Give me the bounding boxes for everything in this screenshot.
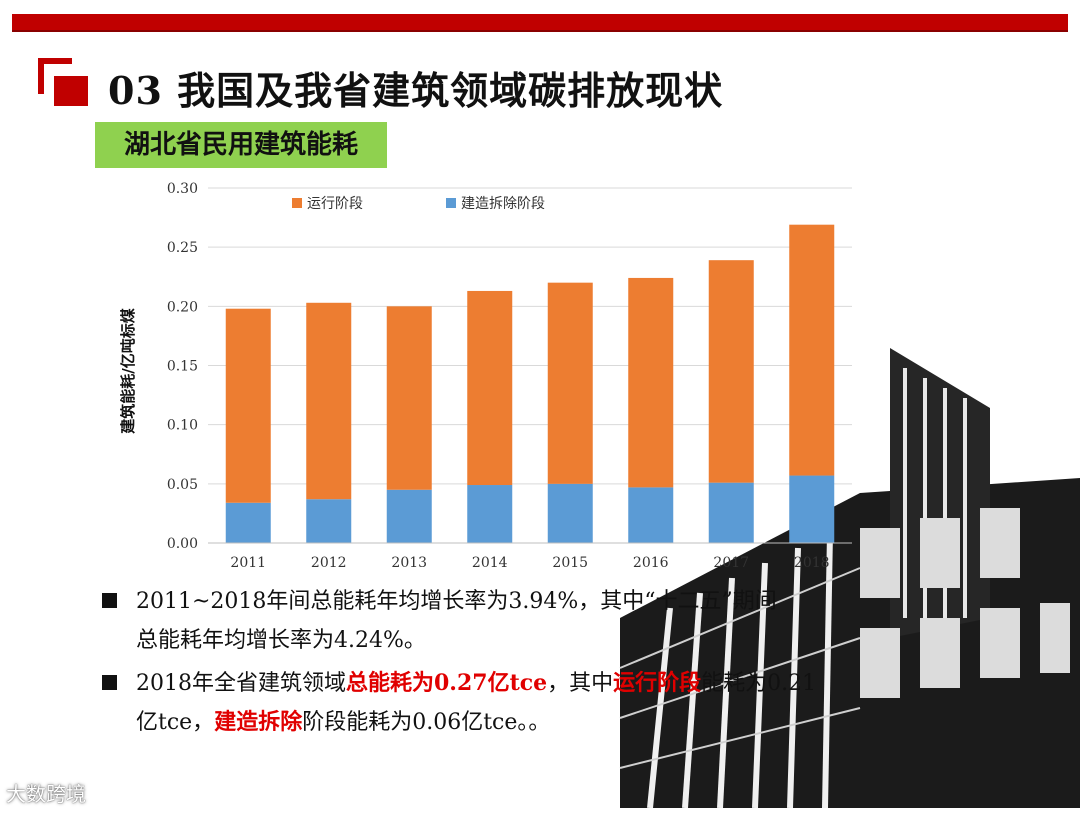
y-tick-label: 0.15	[167, 359, 198, 375]
text-fragment: 能耗为0.21	[701, 671, 817, 696]
bar-operation-2018	[789, 224, 835, 476]
legend-label-construction: 建造拆除阶段	[461, 196, 545, 212]
y-axis-label: 建筑能耗/亿吨标煤	[119, 308, 137, 433]
building-photo	[619, 348, 1080, 808]
x-tick-label: 2014	[472, 555, 508, 571]
bullet-square-icon	[102, 593, 117, 608]
legend-swatch-operation	[292, 198, 302, 208]
bullet-text-line: 总能耗年均增长率为4.24%。	[136, 628, 426, 653]
bar-operation-2011	[225, 308, 271, 503]
bar-construction-2011	[225, 502, 271, 543]
bar-construction-2017	[708, 482, 754, 543]
y-tick-label: 0.25	[167, 240, 198, 256]
watermark-text: 大数跨境	[6, 782, 86, 806]
bar-construction-2018	[789, 475, 835, 543]
section-subtitle: 湖北省民用建筑能耗	[95, 122, 387, 168]
page-title: 03 我国及我省建筑领域碳排放现状	[108, 68, 724, 113]
bullet-text-line: 亿tce，建造拆除阶段能耗为0.06亿tce。。	[136, 703, 900, 742]
bullet-text-line: 2011~2018年间总能耗年均增长率为3.94%，其中“十二五”期间	[136, 589, 777, 614]
bar-construction-2016	[628, 487, 674, 543]
section-logo-icon	[38, 58, 90, 106]
bar-construction-2013	[386, 489, 432, 543]
bar-construction-2014	[467, 485, 513, 543]
legend-swatch-construction	[446, 198, 456, 208]
x-tick-label: 2013	[391, 555, 427, 571]
bullet-square-icon	[102, 675, 117, 690]
bar-operation-2016	[628, 277, 674, 488]
text-fragment: 2018年全省建筑领域	[136, 671, 346, 696]
bullet-item-2018: 2018年全省建筑领域总能耗为0.27亿tce，其中运行阶段能耗为0.21 亿t…	[100, 664, 900, 742]
y-tick-label: 0.10	[167, 418, 198, 434]
bar-construction-2015	[547, 483, 593, 543]
y-tick-label: 0.05	[167, 477, 198, 493]
watermark: 大数跨境	[6, 778, 86, 807]
bullet-list: 2011~2018年间总能耗年均增长率为3.94%，其中“十二五”期间 总能耗年…	[100, 582, 900, 742]
top-banner	[12, 14, 1068, 32]
y-tick-label: 0.30	[167, 181, 198, 197]
text-fragment: 阶段能耗为0.06亿tce。。	[302, 710, 551, 735]
y-tick-label: 0.20	[167, 299, 198, 315]
bar-operation-2017	[708, 260, 754, 483]
highlight-total-energy: 总能耗为0.27亿tce	[346, 670, 548, 696]
x-tick-label: 2015	[552, 555, 588, 571]
highlight-construction-stage: 建造拆除	[214, 709, 303, 735]
y-tick-label: 0.00	[167, 536, 198, 552]
bar-construction-2012	[306, 499, 352, 543]
energy-bar-chart: 0.00 0.05 0.10 0.15 0.20 0.25 0.30 2011 2012 201…	[119, 181, 852, 571]
legend-label-operation: 运行阶段	[307, 196, 363, 212]
bar-operation-2014	[467, 290, 513, 486]
bullet-text-line: 2018年全省建筑领域总能耗为0.27亿tce，其中运行阶段能耗为0.21	[136, 664, 900, 703]
x-tick-label: 2011	[230, 555, 266, 571]
text-fragment: ，其中	[547, 671, 614, 696]
x-tick-label: 2012	[311, 555, 347, 571]
bar-operation-2012	[306, 302, 352, 500]
x-tick-label: 2018	[794, 555, 830, 571]
bar-operation-2013	[386, 306, 432, 490]
highlight-operation-stage: 运行阶段	[613, 670, 702, 696]
chart-legend: 运行阶段 建造拆除阶段	[292, 196, 545, 212]
x-tick-label: 2017	[713, 555, 749, 571]
bar-operation-2015	[547, 282, 593, 484]
x-tick-label: 2016	[633, 555, 669, 571]
text-fragment: 亿tce，	[136, 710, 215, 735]
bullet-item-growth: 2011~2018年间总能耗年均增长率为3.94%，其中“十二五”期间 总能耗年…	[100, 582, 900, 660]
